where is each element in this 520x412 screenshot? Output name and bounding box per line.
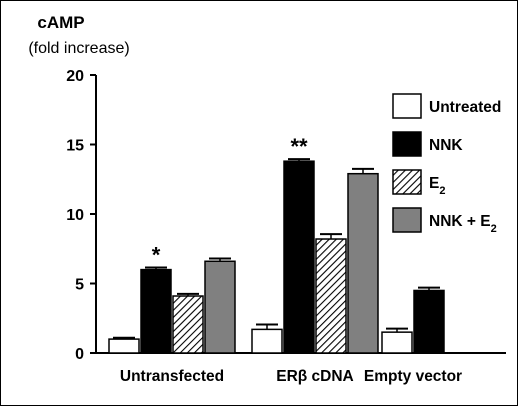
bar <box>108 338 140 354</box>
bar <box>140 268 172 354</box>
legend: Untreated NNK E2 NNK + E2 <box>392 93 501 235</box>
legend-label: NNK + E2 <box>429 213 497 235</box>
legend-swatch <box>392 93 422 119</box>
bar <box>315 238 347 354</box>
chart-title: cAMP <box>37 13 84 32</box>
y-tick-label: 20 <box>66 68 84 85</box>
legend-label: E2 <box>429 175 445 197</box>
y-axis-label: (fold increase) <box>28 40 129 57</box>
legend-label: Untreated <box>429 99 501 116</box>
legend-swatch <box>392 169 422 195</box>
bar <box>413 289 445 354</box>
legend-swatch <box>392 207 422 233</box>
category-label: Untransfected <box>120 368 224 385</box>
significance-marker: * <box>152 243 161 268</box>
y-tick-label: 15 <box>66 138 84 155</box>
legend-label: NNK <box>429 137 463 154</box>
bar <box>283 160 315 354</box>
significance-marker: ** <box>290 134 308 159</box>
y-tick-label: 5 <box>75 277 84 294</box>
bar <box>347 172 379 354</box>
bar <box>381 331 413 354</box>
bar <box>251 328 283 354</box>
legend-swatch <box>392 131 422 157</box>
y-tick-label: 0 <box>75 346 84 363</box>
bar <box>204 260 236 354</box>
category-label: ERβ cDNA <box>276 368 354 385</box>
bar <box>172 295 204 354</box>
y-tick-label: 10 <box>66 207 84 224</box>
plot-area: 0 5 10 15 20 Untransfected ERβ cDNA Empty vecto… <box>66 68 506 385</box>
category-label: Empty vector <box>364 368 462 385</box>
